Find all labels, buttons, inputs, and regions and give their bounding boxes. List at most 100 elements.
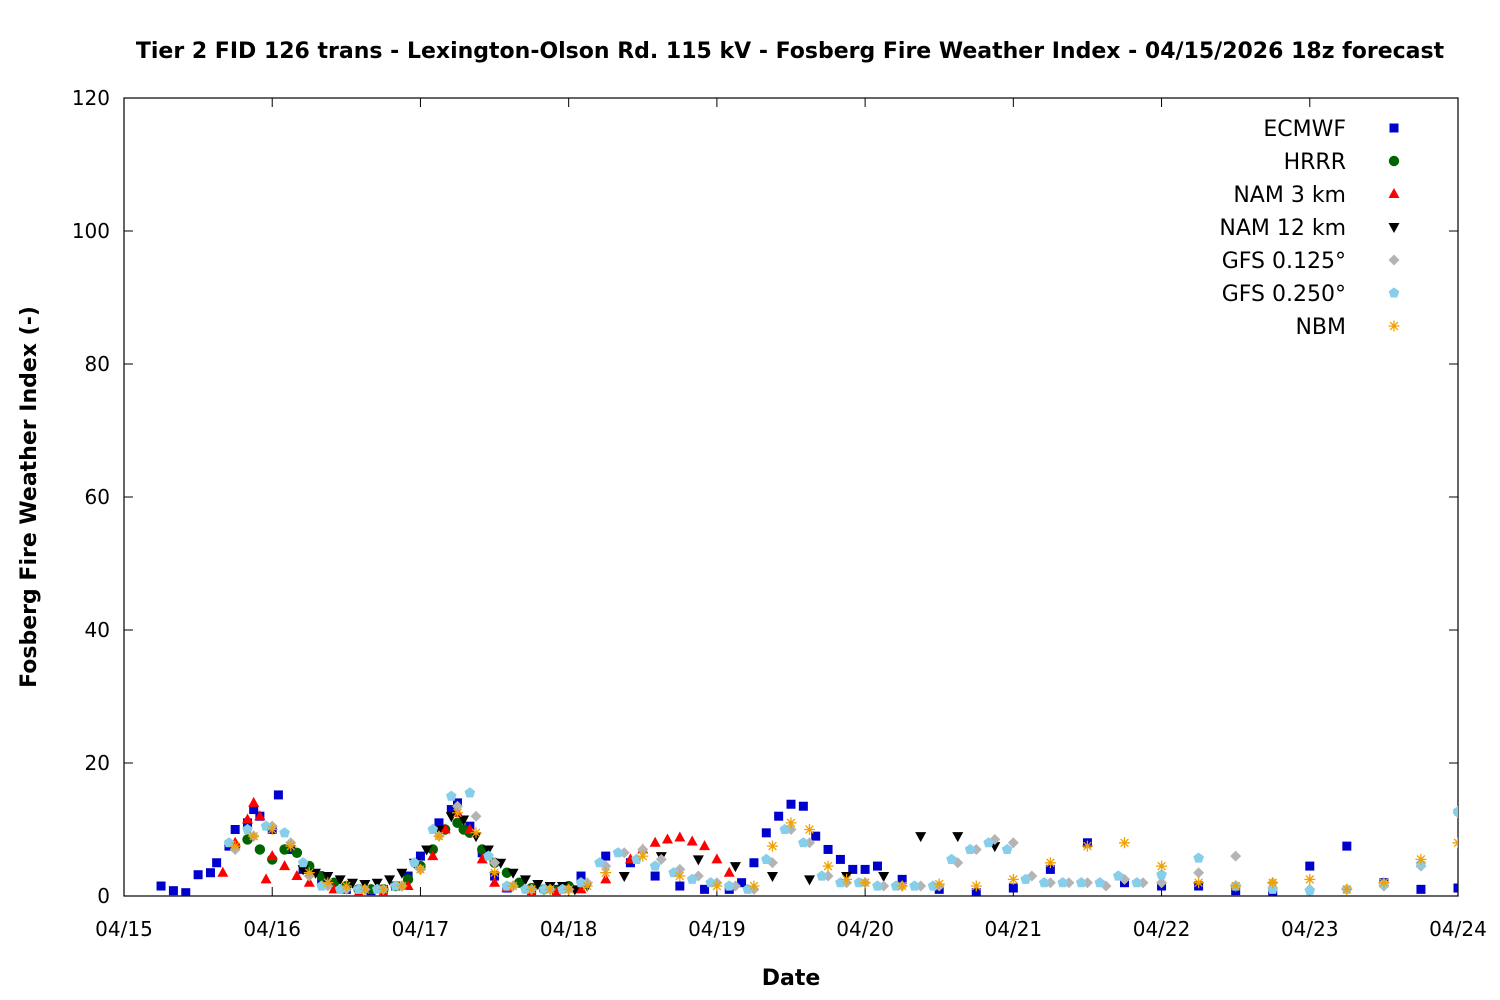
data-point xyxy=(729,862,741,873)
data-point xyxy=(248,830,260,842)
data-point xyxy=(848,864,858,874)
data-point xyxy=(915,832,927,843)
legend-label: HRRR xyxy=(1284,150,1346,175)
data-point xyxy=(446,790,457,801)
data-point xyxy=(600,873,612,884)
data-point xyxy=(1304,873,1316,885)
data-point xyxy=(575,877,587,888)
data-point xyxy=(711,853,723,864)
data-point xyxy=(507,868,519,879)
data-point xyxy=(650,871,660,881)
data-point xyxy=(841,873,853,885)
data-point xyxy=(434,818,444,828)
data-point xyxy=(970,880,982,892)
data-point xyxy=(1305,861,1315,871)
y-tick-label: 100 xyxy=(72,219,110,243)
data-point xyxy=(1007,873,1019,885)
data-point xyxy=(266,850,278,861)
x-tick-label: 04/15 xyxy=(95,917,153,941)
legend-label: GFS 0.125° xyxy=(1222,249,1346,274)
data-point xyxy=(952,832,964,843)
data-point xyxy=(303,876,315,887)
data-point xyxy=(1453,883,1458,893)
data-point xyxy=(266,824,278,835)
data-point xyxy=(1007,837,1019,849)
data-point xyxy=(452,807,463,819)
data-point xyxy=(377,883,389,895)
x-tick-label: 04/22 xyxy=(1133,917,1191,941)
legend-label: NAM 3 km xyxy=(1233,183,1346,208)
data-point xyxy=(427,850,439,861)
x-axis: 04/15 04/16 04/17 04/18 04/19 04/20 04/21 04/22… xyxy=(95,98,1487,941)
data-point xyxy=(1230,880,1242,892)
data-point xyxy=(896,880,908,892)
chart-title: Tier 2 FID 126 trans - Lexington-Olson R… xyxy=(136,39,1445,64)
data-point xyxy=(601,851,611,861)
data-point xyxy=(835,854,845,864)
data-point xyxy=(774,811,784,821)
data-point xyxy=(205,868,215,878)
data-point xyxy=(761,853,772,864)
data-point xyxy=(217,866,229,877)
data-point xyxy=(322,872,334,883)
data-point xyxy=(483,850,494,861)
data-point xyxy=(1045,864,1055,874)
data-point xyxy=(476,853,488,864)
legend: ECMWF HRRR NAM 3 km NAM 12 km GFS 0.125° GFS … xyxy=(1219,117,1400,340)
data-point xyxy=(421,845,433,856)
data-point xyxy=(1044,857,1056,869)
data-point xyxy=(674,870,686,882)
y-tick-label: 40 xyxy=(85,618,110,642)
data-point xyxy=(1156,860,1168,872)
data-point xyxy=(322,877,334,889)
data-point xyxy=(576,871,586,881)
data-point xyxy=(489,867,501,879)
data-point xyxy=(1416,884,1426,894)
data-point xyxy=(1156,877,1168,889)
data-point xyxy=(452,800,463,812)
data-point xyxy=(594,857,605,868)
data-point xyxy=(212,858,222,868)
y-tick-label: 80 xyxy=(85,352,110,376)
data-point xyxy=(446,805,456,815)
data-point xyxy=(1452,837,1458,849)
data-point xyxy=(649,836,661,847)
data-point xyxy=(1057,877,1069,888)
data-point xyxy=(1341,883,1353,895)
y-tick-label: 0 xyxy=(97,884,110,908)
data-point xyxy=(748,880,760,892)
data-point xyxy=(823,844,833,854)
legend-marker xyxy=(1389,123,1399,133)
data-point xyxy=(297,857,309,868)
data-point xyxy=(822,860,834,872)
y-tick-label: 120 xyxy=(72,86,110,110)
legend-label: GFS 0.250° xyxy=(1222,282,1346,307)
data-point xyxy=(563,883,575,895)
y-tick-label: 60 xyxy=(85,485,110,509)
data-point xyxy=(1008,883,1018,893)
data-point xyxy=(761,828,771,838)
data-point xyxy=(675,881,685,891)
data-point xyxy=(1267,883,1278,894)
legend-marker xyxy=(1388,254,1400,266)
data-point xyxy=(396,880,408,892)
data-point xyxy=(396,868,408,879)
legend-marker xyxy=(1388,223,1400,233)
data-point xyxy=(798,801,808,811)
data-point xyxy=(489,876,501,887)
legend-label: ECMWF xyxy=(1263,117,1346,142)
data-point xyxy=(1267,877,1279,889)
data-point xyxy=(260,873,272,884)
data-point xyxy=(816,870,828,881)
data-point xyxy=(1094,877,1106,888)
data-point xyxy=(507,880,519,892)
y-axis: 0 20 40 60 80 100 120 xyxy=(72,86,1458,908)
data-point xyxy=(181,888,191,896)
data-point xyxy=(872,861,882,871)
data-point xyxy=(230,825,240,834)
data-point xyxy=(229,840,241,852)
data-points xyxy=(156,787,1458,896)
data-point xyxy=(699,840,711,851)
data-point xyxy=(897,874,907,884)
data-point xyxy=(872,880,883,891)
